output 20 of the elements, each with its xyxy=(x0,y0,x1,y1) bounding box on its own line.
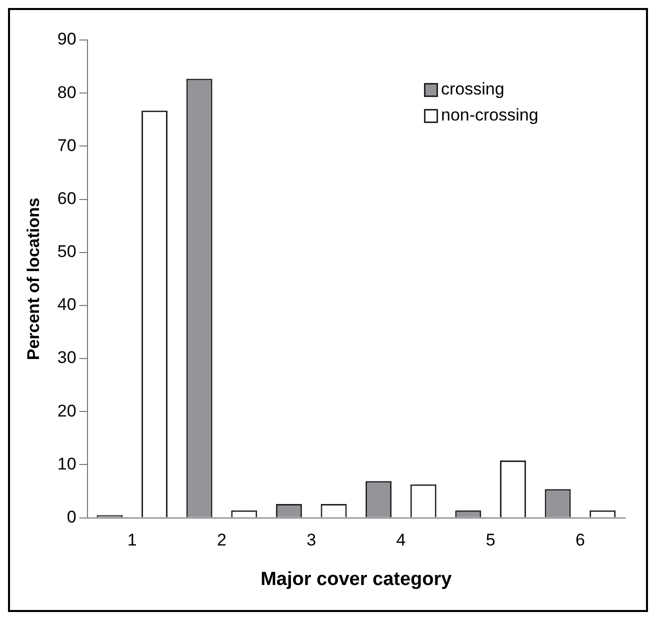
x-tick-label: 1 xyxy=(127,530,137,550)
y-tick-label: 20 xyxy=(57,401,76,420)
y-axis-title: Percent of locations xyxy=(24,198,43,360)
y-tick-label: 60 xyxy=(57,188,76,208)
y-tick-label: 30 xyxy=(57,348,76,368)
y-tick-label: 0 xyxy=(66,507,76,526)
legend-label: non-crossing xyxy=(441,106,538,125)
x-tick-label: 2 xyxy=(217,530,226,550)
y-tick-label: 50 xyxy=(57,242,76,262)
y-tick-label: 80 xyxy=(57,82,76,102)
y-tick-label: 90 xyxy=(57,30,76,49)
x-tick-label: 5 xyxy=(486,530,496,550)
y-tick-label: 40 xyxy=(57,295,76,314)
y-tick-label: 10 xyxy=(57,454,76,474)
x-tick-label: 6 xyxy=(575,530,585,550)
x-tick-label: 4 xyxy=(396,530,406,550)
y-tick-label: 70 xyxy=(57,136,76,155)
legend-label: crossing xyxy=(441,80,504,99)
x-axis-title: Major cover category xyxy=(260,568,452,590)
x-tick-label: 3 xyxy=(306,530,316,550)
